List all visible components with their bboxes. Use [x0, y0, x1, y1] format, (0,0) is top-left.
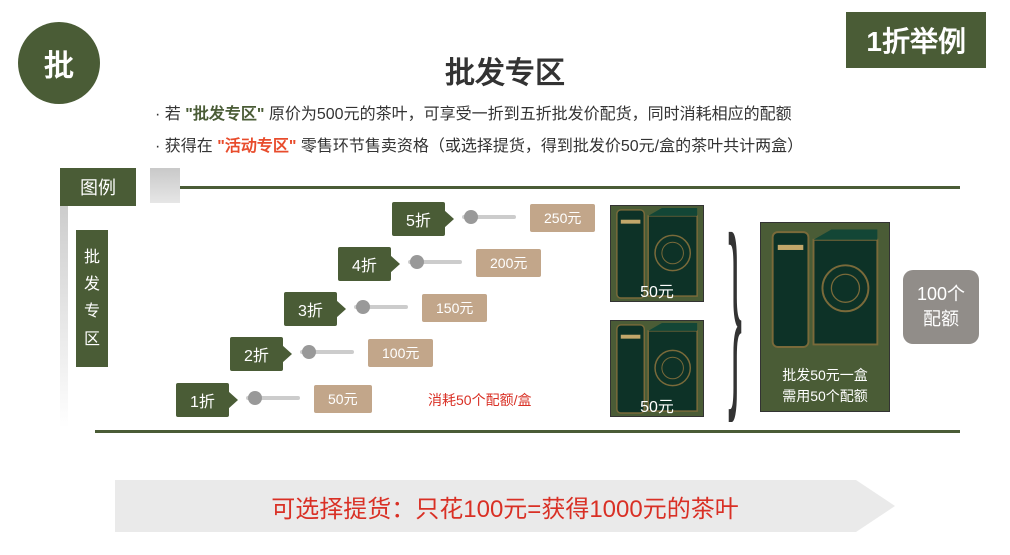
price-box: 250元 [530, 204, 595, 232]
bullet-text: 原价为500元的茶叶，可享受一折到五折批发价配货，同时消耗相应的配额 [269, 106, 792, 123]
product-line-2: 需用50个配额 [760, 386, 890, 407]
page-title: 批发专区 [445, 48, 565, 92]
divider-bottom [95, 430, 960, 433]
slider-knob [248, 391, 262, 405]
slider-track [462, 215, 516, 219]
bottom-banner: 可选择提货：只花100元=获得1000元的茶叶 [115, 480, 895, 532]
bullet-2: · 获得在 "活动专区" 零售环节售卖资格（或选择提货，得到批发价50元/盒的茶… [155, 132, 803, 156]
quota-line-2: 配额 [917, 307, 965, 332]
price-box: 200元 [476, 249, 541, 277]
price-box: 50元 [314, 385, 372, 413]
discount-tag: 3折 [284, 292, 337, 326]
quota-line-1: 100个 [917, 282, 965, 307]
slider-track [300, 350, 354, 354]
slider-knob [302, 345, 316, 359]
product-large-text: 批发50元一盒 需用50个配额 [760, 365, 890, 407]
discount-tag: 4折 [338, 247, 391, 281]
price-box: 150元 [422, 294, 487, 322]
product-line-1: 批发50元一盒 [760, 365, 890, 386]
bullet-prefix: · 若 [155, 106, 185, 123]
example-badge: 1折举例 [846, 12, 986, 68]
quota-note: 消耗50个配额/盒 [428, 390, 531, 410]
vertical-fade [60, 203, 68, 428]
side-char: 批 [84, 244, 100, 271]
side-char: 专 [84, 298, 100, 325]
divider-top [180, 186, 960, 189]
legend-label: 图例 [60, 168, 136, 206]
discount-tag: 1折 [176, 383, 229, 417]
circle-badge: 批 [18, 22, 100, 104]
side-label: 批 发 专 区 [76, 230, 108, 367]
slider-track [408, 260, 462, 264]
product-label-2: 50元 [610, 393, 704, 417]
slider-knob [464, 210, 478, 224]
quota-box: 100个 配额 [903, 270, 979, 344]
discount-tag: 2折 [230, 337, 283, 371]
brace-icon: } [728, 208, 742, 412]
slider-knob [410, 255, 424, 269]
slider-track [246, 396, 300, 400]
slider-knob [356, 300, 370, 314]
discount-tag: 5折 [392, 202, 445, 236]
legend-shadow [150, 168, 180, 203]
bullet-prefix: · 获得在 [155, 138, 217, 155]
product-label-1: 50元 [610, 278, 704, 302]
bullet-emphasis: "批发专区" [185, 106, 264, 123]
side-char: 发 [84, 271, 100, 298]
price-box: 100元 [368, 339, 433, 367]
bullet-emphasis: "活动专区" [217, 138, 296, 155]
side-char: 区 [84, 326, 100, 353]
bullet-1: · 若 "批发专区" 原价为500元的茶叶，可享受一折到五折批发价配货，同时消耗… [155, 100, 792, 124]
bullet-text: 零售环节售卖资格（或选择提货，得到批发价50元/盒的茶叶共计两盒） [301, 138, 803, 155]
slider-track [354, 305, 408, 309]
